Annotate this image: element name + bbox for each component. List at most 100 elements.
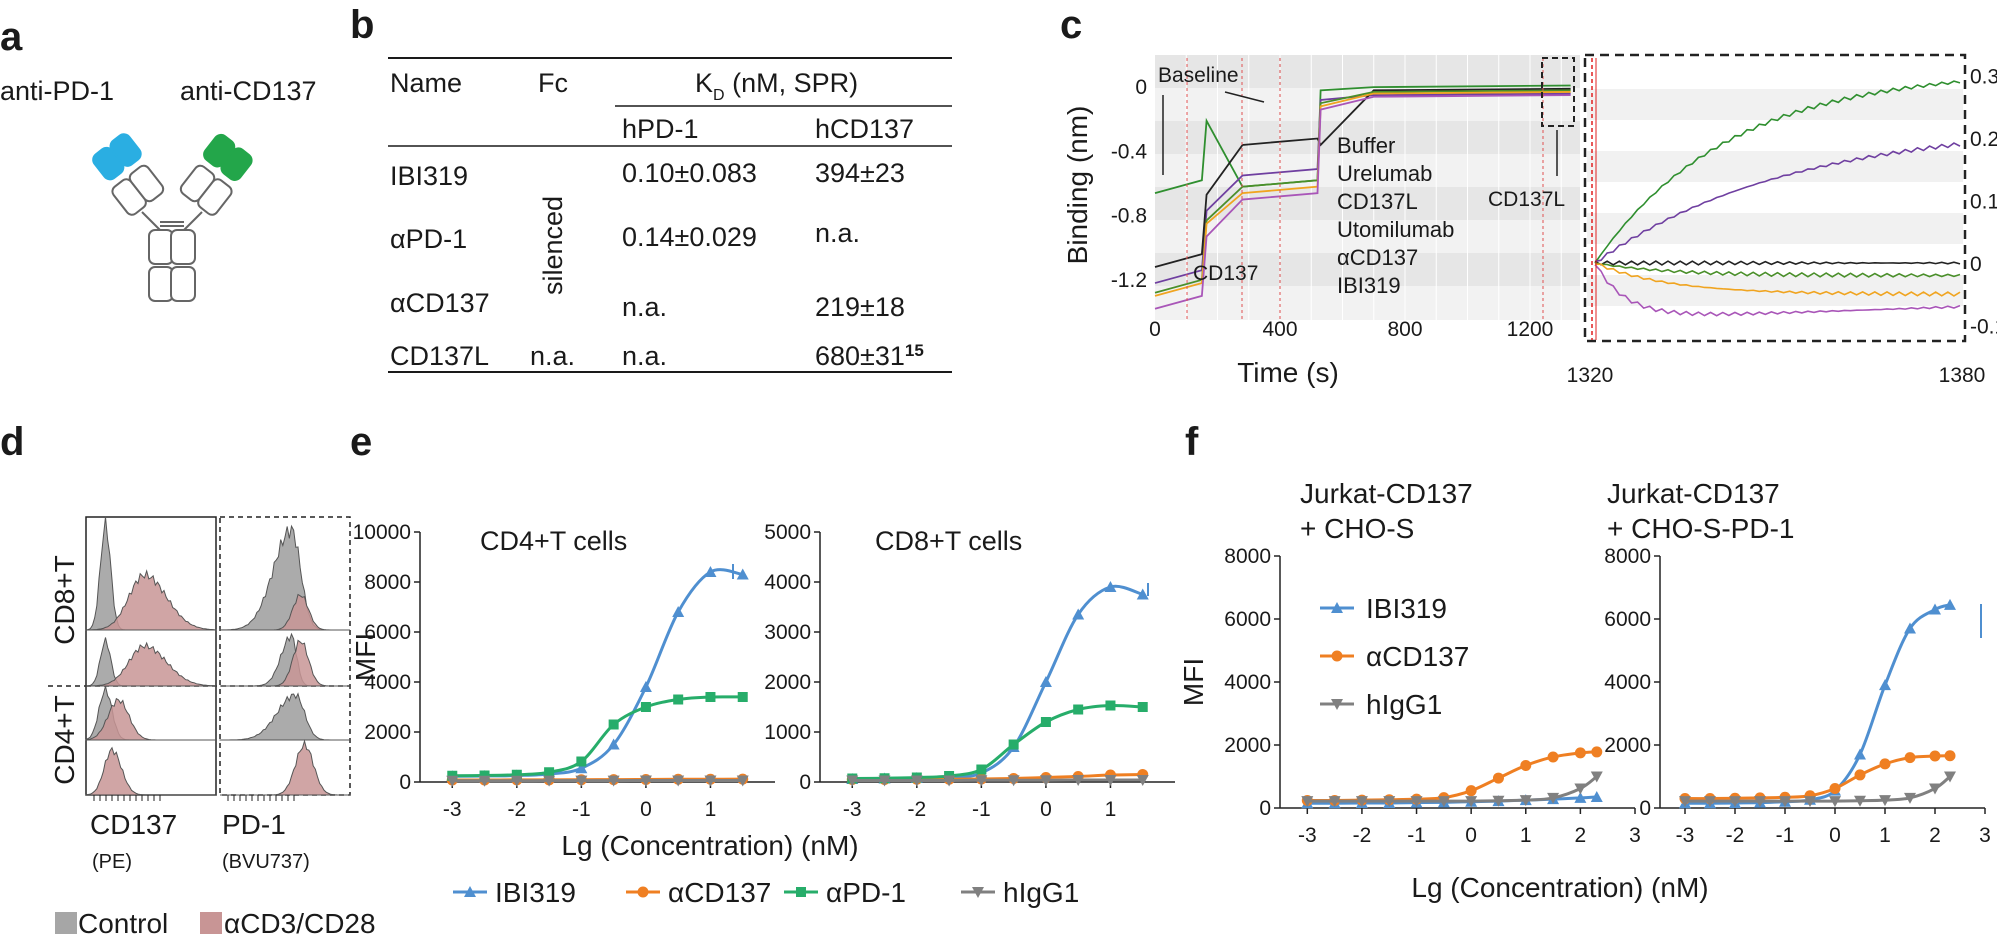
x-tick-label: 0 <box>1465 824 1477 847</box>
x-tick-label: 2 <box>1929 824 1941 847</box>
y-tick-label: 6000 <box>364 621 411 644</box>
series-line <box>452 695 743 778</box>
series-line <box>852 584 1144 781</box>
data-point <box>1944 750 1956 762</box>
y-tick-label: 4000 <box>1224 671 1271 694</box>
histogram-curves <box>85 516 351 801</box>
data-point <box>1039 676 1052 687</box>
data-point <box>1104 775 1117 786</box>
y-axis-label: MFI <box>1178 658 1209 706</box>
x-tick-label: -2 <box>507 798 526 821</box>
inset-trace <box>1594 263 1961 297</box>
panel-label-e: e <box>350 420 372 464</box>
annotation-baseline: Baseline <box>1158 64 1239 87</box>
data-point <box>1829 796 1841 808</box>
table-header-hpd1: hPD-1 <box>622 114 699 144</box>
data-point <box>736 568 749 580</box>
legend-label: αCD137 <box>1366 641 1469 672</box>
chart-title: Jurkat-CD137 <box>1607 478 1780 509</box>
legend-swatch-control <box>55 912 77 934</box>
x-tick-label: -3 <box>443 798 462 821</box>
grid-band <box>1155 121 1580 154</box>
data-point <box>1137 702 1148 712</box>
spr-ylabel: Binding (nm) <box>1062 106 1093 265</box>
x-tick-label: 800 <box>1387 318 1422 341</box>
y-tick-label: 6000 <box>1604 608 1651 631</box>
grid-band <box>1587 275 1963 306</box>
x-tick-label: 0 <box>1040 798 1052 821</box>
x-tick-label: -2 <box>907 798 926 821</box>
y-tick-label: -0.1 <box>1970 316 1997 339</box>
panel-e-legend: IBI319 αCD137 αPD-1 hIgG1 <box>453 877 1079 908</box>
row-fc: n.a. <box>530 341 575 371</box>
panel-label-f: f <box>1185 420 1199 464</box>
y-tick-label: 4000 <box>364 671 411 694</box>
data-point <box>1879 679 1891 691</box>
panel-e-xlabel: Lg (Concentration) (nM) <box>561 830 858 861</box>
grid-band <box>1587 151 1963 182</box>
series-line <box>852 703 1143 780</box>
y-tick-label: 4000 <box>1604 671 1651 694</box>
x-tick-label: -3 <box>843 798 862 821</box>
y-axis-label: MFI <box>350 633 381 681</box>
data-point <box>1574 747 1586 759</box>
data-point <box>1574 783 1587 795</box>
data-point <box>975 775 988 787</box>
x-tick-label: -2 <box>1353 824 1372 847</box>
data-point <box>1040 717 1051 727</box>
data-point <box>1679 796 1691 808</box>
data-point <box>1929 783 1941 795</box>
zoom-region-box <box>1541 57 1575 127</box>
table-header-hcd137: hCD137 <box>815 114 914 144</box>
data-point <box>1904 792 1916 804</box>
data-point <box>1590 771 1603 783</box>
legend-swatch-stimulated <box>200 912 222 934</box>
legend-marker <box>796 887 806 897</box>
histogram <box>85 697 216 741</box>
data-point <box>1779 796 1791 808</box>
legend-label: Buffer <box>1337 133 1395 158</box>
inset-ticks: 1320 1380 0.3 0.2 0.1 0 -0.1 <box>1567 66 1997 388</box>
data-point <box>576 756 587 767</box>
y-tick-label: 4000 <box>764 571 811 594</box>
x-tick-label: 400 <box>1262 318 1297 341</box>
data-point <box>607 738 620 750</box>
fc-domain <box>170 266 196 302</box>
data-point <box>1008 739 1019 750</box>
data-point <box>1829 782 1841 794</box>
y-tick-label: 2000 <box>764 671 811 694</box>
panel-label-b: b <box>350 3 374 47</box>
x-tick-label: -3 <box>1298 824 1317 847</box>
histogram <box>220 739 351 796</box>
col-label-cd137: CD137 <box>90 809 177 840</box>
data-point <box>846 775 859 787</box>
x-tick-label: 3 <box>1629 824 1641 847</box>
grid-band <box>1155 253 1580 286</box>
x-tick-label: 1200 <box>1507 318 1554 341</box>
legend-label: αCD137 <box>668 877 771 908</box>
kd-table: Name Fc KD (nM, SPR) hPD-1 hCD137 silenc… <box>388 57 952 373</box>
y-tick-label: 0 <box>799 771 811 794</box>
legend-marker <box>637 886 649 898</box>
data-point <box>1073 704 1084 715</box>
y-tick-label: 0.2 <box>1970 128 1997 151</box>
legend-label: IBI319 <box>495 877 576 908</box>
label-anti-pd1: anti-PD-1 <box>0 76 114 106</box>
y-tick-label: 2000 <box>1224 734 1271 757</box>
chart-title: + CHO-S <box>1300 513 1414 544</box>
grid-band <box>1587 89 1963 120</box>
y-tick-label: 1000 <box>764 721 811 744</box>
legend-marker <box>1331 699 1343 710</box>
table-header-name: Name <box>390 68 462 98</box>
data-point <box>1879 795 1891 807</box>
y-tick-label: 8000 <box>1604 545 1651 568</box>
x-tick-label: -3 <box>1676 824 1695 847</box>
fc-domain <box>148 229 174 265</box>
row-hpd1: 0.14±0.029 <box>622 222 757 252</box>
panel-label-a: a <box>0 15 23 59</box>
data-point <box>1547 792 1560 804</box>
data-point <box>1492 772 1504 784</box>
data-point <box>672 775 685 787</box>
legend-label: Utomilumab <box>1337 217 1454 242</box>
data-point <box>737 692 748 702</box>
